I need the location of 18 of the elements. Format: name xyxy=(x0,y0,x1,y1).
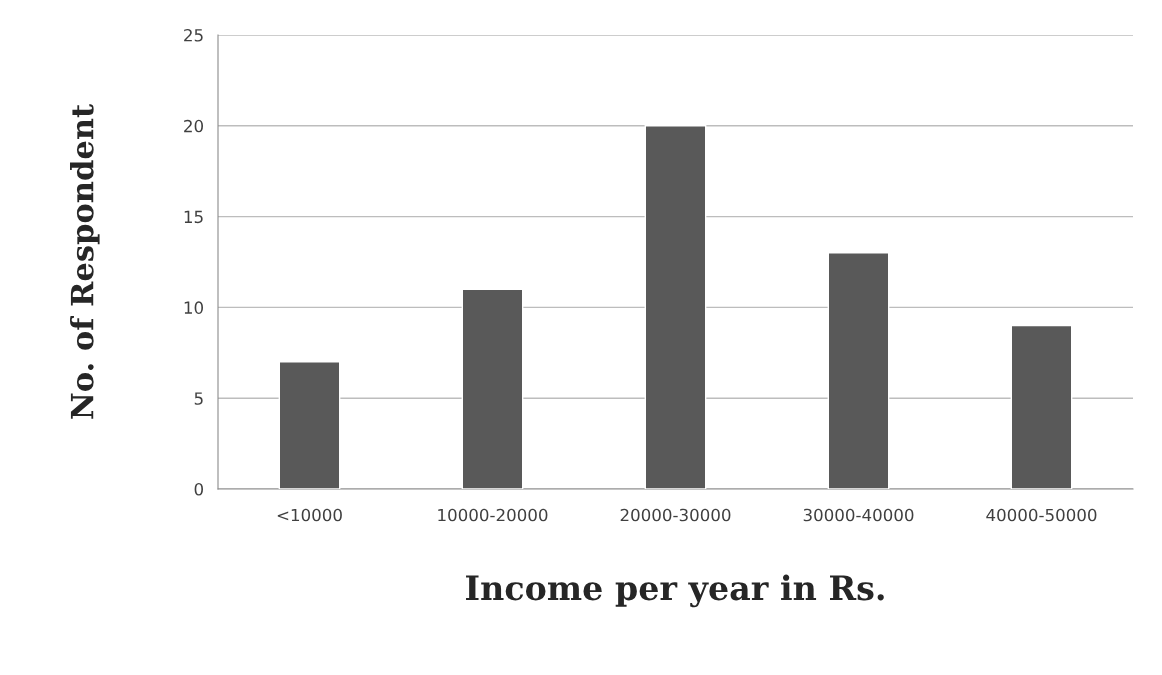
y-tick-label: 0 xyxy=(194,482,203,496)
x-tick-label: 10000-20000 xyxy=(438,508,548,522)
y-tick-label: 15 xyxy=(184,210,203,224)
y-tick-label: 20 xyxy=(184,119,203,133)
y-axis-title: No. of Respondent xyxy=(70,103,100,419)
x-tick-label: 30000-40000 xyxy=(803,508,914,522)
x-tick-label: <10000 xyxy=(277,508,342,522)
x-axis-title: Income per year in Rs. xyxy=(466,574,884,608)
x-tick-label: 40000-50000 xyxy=(986,508,1097,522)
y-tick-label: 5 xyxy=(194,392,203,405)
bar xyxy=(461,288,524,489)
bar xyxy=(1010,324,1073,489)
y-tick-label: 25 xyxy=(184,28,203,42)
bar xyxy=(278,361,341,489)
x-tick-label: 20000-30000 xyxy=(620,508,731,522)
y-tick-label: 10 xyxy=(184,301,203,314)
bar xyxy=(644,125,707,489)
bar xyxy=(827,252,890,489)
